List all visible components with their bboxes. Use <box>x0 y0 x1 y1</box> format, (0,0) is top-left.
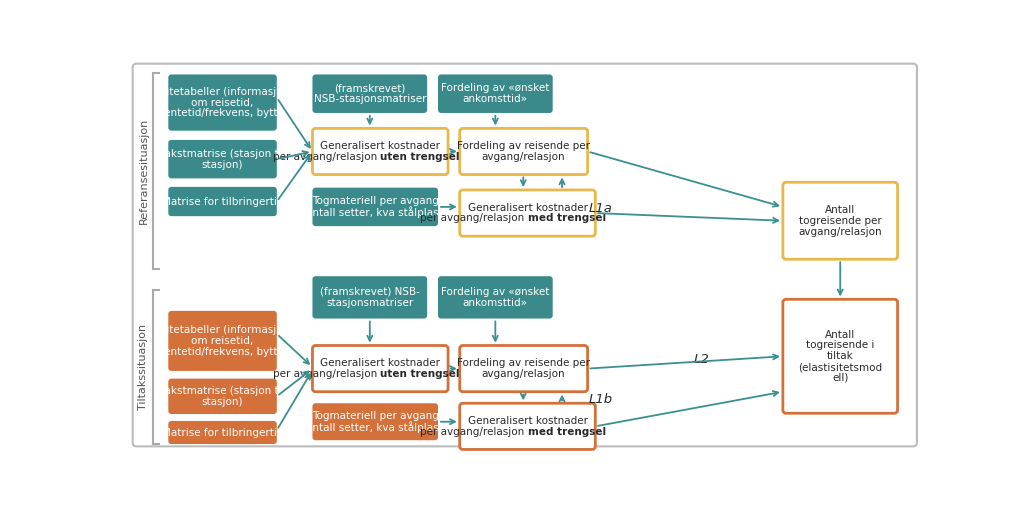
FancyBboxPatch shape <box>783 299 898 413</box>
Text: Fordeling av «ønsket: Fordeling av «ønsket <box>441 83 550 93</box>
FancyBboxPatch shape <box>783 182 898 259</box>
Text: NSB-stasjonsmatriser: NSB-stasjonsmatriser <box>313 94 426 104</box>
Text: (framskrevet): (framskrevet) <box>334 83 406 93</box>
Text: per avgang/relasjon: per avgang/relasjon <box>420 427 527 437</box>
Text: stasjon): stasjon) <box>202 397 244 407</box>
Text: togreisende i: togreisende i <box>806 340 874 350</box>
FancyBboxPatch shape <box>168 421 276 444</box>
Text: uten trengsel: uten trengsel <box>380 152 460 162</box>
Text: avgang/relasjon: avgang/relasjon <box>482 369 565 379</box>
Text: Fordeling av «ønsket: Fordeling av «ønsket <box>441 287 550 297</box>
FancyBboxPatch shape <box>312 345 449 392</box>
Text: L1a: L1a <box>589 202 612 215</box>
FancyBboxPatch shape <box>460 403 595 449</box>
Text: L2: L2 <box>693 353 710 366</box>
Text: Generalisert kostnader: Generalisert kostnader <box>321 141 440 151</box>
Text: med trengsel: med trengsel <box>527 214 605 224</box>
Text: ankomsttid»: ankomsttid» <box>463 298 527 308</box>
Text: (antall setter, kva stålplass): (antall setter, kva stålplass) <box>302 207 449 218</box>
FancyBboxPatch shape <box>312 403 438 440</box>
Text: med trengsel: med trengsel <box>527 427 605 437</box>
Text: (antall setter, kva stålplass): (antall setter, kva stålplass) <box>302 421 449 433</box>
Text: om reisetid,: om reisetid, <box>191 336 254 346</box>
Text: tiltak: tiltak <box>826 351 854 361</box>
Text: Togmateriell per avgang: Togmateriell per avgang <box>311 411 438 421</box>
FancyBboxPatch shape <box>168 379 276 414</box>
FancyBboxPatch shape <box>312 188 438 226</box>
Text: (framskrevet) NSB-: (framskrevet) NSB- <box>319 287 420 297</box>
FancyBboxPatch shape <box>460 190 595 236</box>
Text: Fordeling av reisende per: Fordeling av reisende per <box>457 141 590 151</box>
Text: uten trengsel: uten trengsel <box>380 369 460 379</box>
Text: togreisende per: togreisende per <box>799 216 882 226</box>
Text: Rutetabeller (informasjon: Rutetabeller (informasjon <box>156 87 289 97</box>
Text: Antall: Antall <box>825 205 855 215</box>
Text: ell): ell) <box>833 373 849 383</box>
FancyBboxPatch shape <box>168 311 276 371</box>
Text: (elastisitetsmod: (elastisitetsmod <box>798 362 883 372</box>
Text: Antall: Antall <box>825 330 855 340</box>
Text: Takstmatrise (stasjon til: Takstmatrise (stasjon til <box>160 149 285 159</box>
Text: Tiltakssituasjon: Tiltakssituasjon <box>138 324 148 410</box>
FancyBboxPatch shape <box>168 74 276 131</box>
Text: avgang/relasjon: avgang/relasjon <box>799 227 882 236</box>
Text: per avgang/relasjon: per avgang/relasjon <box>272 152 380 162</box>
Text: ventetid/frekvens, bytte): ventetid/frekvens, bytte) <box>158 109 288 118</box>
FancyBboxPatch shape <box>168 140 276 178</box>
Text: per avgang/relasjon: per avgang/relasjon <box>420 214 527 224</box>
Text: avgang/relasjon: avgang/relasjon <box>482 152 565 162</box>
Text: Togmateriell per avgang: Togmateriell per avgang <box>311 196 438 207</box>
Text: Rutetabeller (informasjon: Rutetabeller (informasjon <box>156 325 289 335</box>
FancyBboxPatch shape <box>168 187 276 216</box>
Text: stasjonsmatriser: stasjonsmatriser <box>327 298 414 308</box>
FancyBboxPatch shape <box>312 74 427 113</box>
FancyBboxPatch shape <box>438 276 553 319</box>
FancyBboxPatch shape <box>133 64 916 446</box>
Text: Generalisert kostnader: Generalisert kostnader <box>468 203 588 213</box>
Text: om reisetid,: om reisetid, <box>191 97 254 108</box>
Text: per avgang/relasjon: per avgang/relasjon <box>272 369 380 379</box>
Text: Takstmatrise (stasjon til: Takstmatrise (stasjon til <box>160 386 285 396</box>
Text: Referansesituasjon: Referansesituasjon <box>138 118 148 224</box>
Text: Fordeling av reisende per: Fordeling av reisende per <box>457 358 590 368</box>
Text: Matrise for tilbringertid: Matrise for tilbringertid <box>162 196 284 207</box>
Text: L1b: L1b <box>589 393 612 406</box>
FancyBboxPatch shape <box>460 128 588 175</box>
FancyBboxPatch shape <box>438 74 553 113</box>
Text: Generalisert kostnader: Generalisert kostnader <box>468 416 588 426</box>
Text: ventetid/frekvens, bytte): ventetid/frekvens, bytte) <box>158 347 288 357</box>
Text: stasjon): stasjon) <box>202 160 244 170</box>
Text: Matrise for tilbringertid: Matrise for tilbringertid <box>162 428 284 437</box>
FancyBboxPatch shape <box>460 345 588 392</box>
FancyBboxPatch shape <box>312 276 427 319</box>
Text: ankomsttid»: ankomsttid» <box>463 94 527 104</box>
FancyBboxPatch shape <box>312 128 449 175</box>
Text: Generalisert kostnader: Generalisert kostnader <box>321 358 440 368</box>
